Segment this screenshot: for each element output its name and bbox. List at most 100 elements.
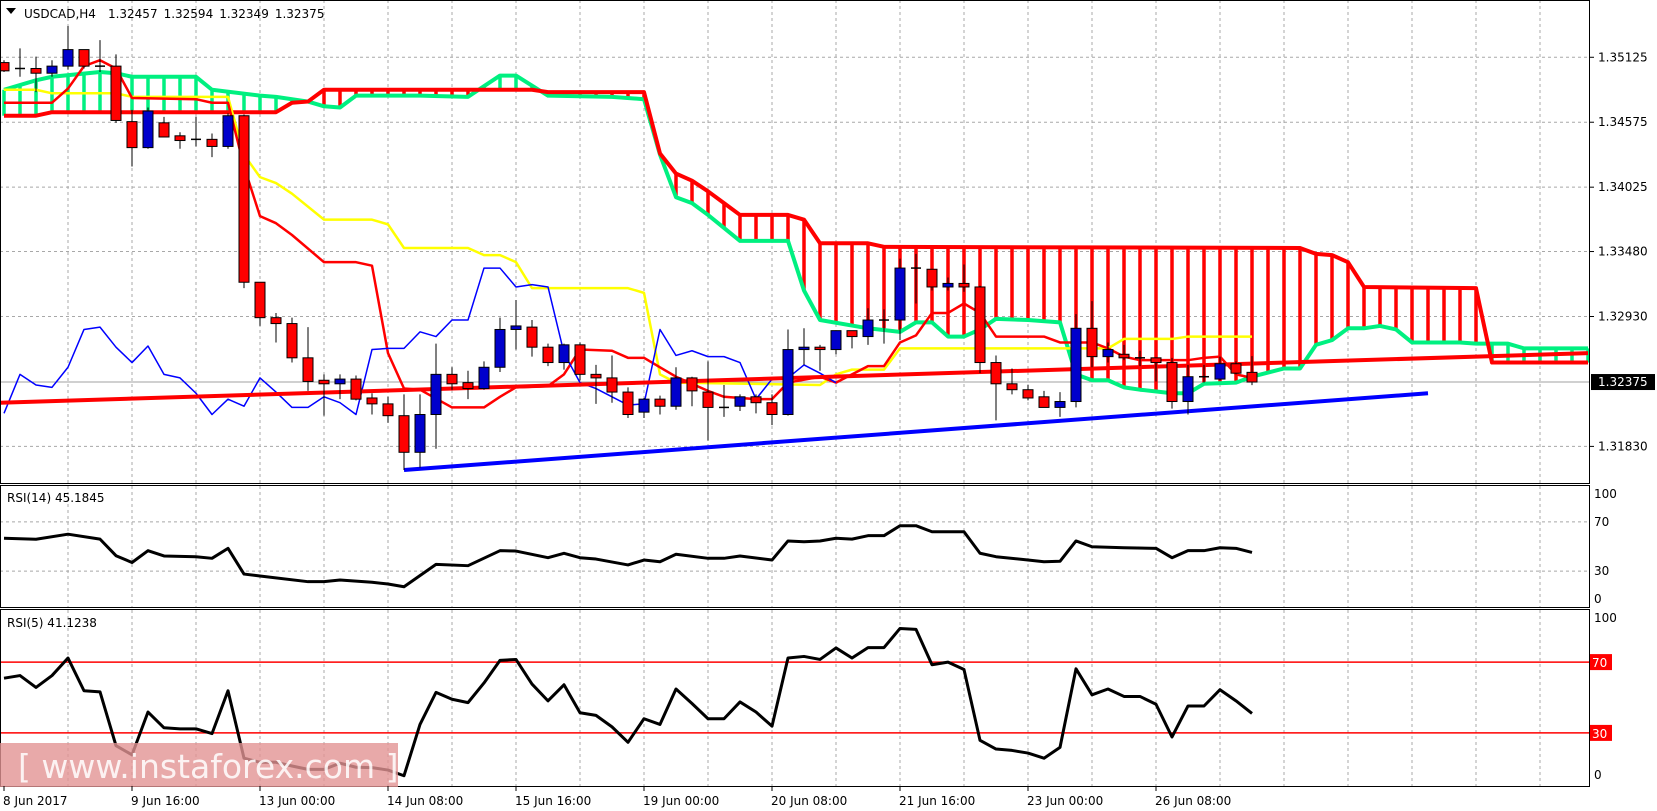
- candle-body[interactable]: [990, 362, 1002, 385]
- candle-body[interactable]: [1054, 401, 1066, 408]
- candle-body[interactable]: [974, 286, 986, 364]
- candle-body[interactable]: [78, 49, 90, 67]
- candle-body[interactable]: [1150, 357, 1162, 364]
- watermark-text: [ www.instaforex.com ]: [18, 747, 398, 786]
- price-label: 1.34025: [1598, 180, 1648, 194]
- candle-body[interactable]: [750, 396, 762, 404]
- candle-body[interactable]: [558, 344, 570, 364]
- time-label: 23 Jun 00:00: [1027, 794, 1103, 808]
- candle-body[interactable]: [110, 65, 122, 121]
- time-label: 21 Jun 16:00: [899, 794, 975, 808]
- candle-body[interactable]: [830, 330, 842, 351]
- candle-body[interactable]: [494, 328, 506, 368]
- candle-body[interactable]: [846, 330, 858, 338]
- candle-body[interactable]: [174, 135, 186, 142]
- candle-body[interactable]: [286, 323, 298, 359]
- candle-body[interactable]: [638, 398, 650, 413]
- candle-body[interactable]: [206, 138, 218, 147]
- triangle-down-icon[interactable]: [6, 8, 16, 14]
- candle-body[interactable]: [622, 391, 634, 416]
- close-price: 1.32375: [275, 7, 325, 21]
- candle-body[interactable]: [1102, 349, 1114, 358]
- candle-body[interactable]: [350, 378, 362, 400]
- rsi14-panel-border[interactable]: [0, 485, 1590, 608]
- candle-body[interactable]: [1118, 353, 1130, 359]
- candle-body[interactable]: [606, 377, 618, 393]
- candle-body[interactable]: [894, 267, 906, 321]
- candle-body[interactable]: [334, 378, 346, 385]
- candle-body[interactable]: [1214, 363, 1226, 380]
- main-panel-border: [0, 0, 1590, 484]
- trendline-blue[interactable]: [403, 391, 1429, 473]
- candle-body[interactable]: [158, 122, 170, 138]
- candle-body[interactable]: [30, 67, 42, 74]
- candle-body[interactable]: [46, 65, 58, 74]
- rsi5-panel-border[interactable]: [0, 609, 1590, 787]
- rsi5-label: RSI(5) 41.1238: [7, 616, 97, 630]
- candle-body[interactable]: [62, 49, 74, 67]
- price-label: 1.34575: [1598, 115, 1648, 129]
- candle-body[interactable]: [926, 268, 938, 288]
- candle-body[interactable]: [462, 382, 474, 390]
- candle-body[interactable]: [318, 379, 330, 385]
- low-price: 1.32349: [219, 7, 269, 21]
- senkou-span-b-line: [3, 70, 1588, 396]
- candle-body[interactable]: [1022, 389, 1034, 399]
- candle-body[interactable]: [542, 346, 554, 364]
- watermark-box: [0, 743, 398, 787]
- candle-body[interactable]: [1006, 383, 1018, 391]
- candle-body[interactable]: [1166, 362, 1178, 403]
- trendline-red[interactable]: [0, 351, 1589, 405]
- candle-body[interactable]: [942, 282, 954, 288]
- candle-body[interactable]: [254, 281, 266, 319]
- candle-body[interactable]: [1230, 363, 1242, 374]
- rsi14-line: [3, 524, 1253, 589]
- candle-body[interactable]: [0, 62, 10, 72]
- candle-body[interactable]: [782, 349, 794, 416]
- candle-body[interactable]: [670, 377, 682, 407]
- candlesticks[interactable]: [0, 25, 1258, 471]
- candle-body[interactable]: [414, 414, 426, 453]
- candle-body[interactable]: [1182, 376, 1194, 403]
- time-label: 19 Jun 00:00: [643, 794, 719, 808]
- candle-body[interactable]: [654, 398, 666, 407]
- candle-body[interactable]: [366, 397, 378, 405]
- candle-body[interactable]: [734, 396, 746, 407]
- candle-body[interactable]: [686, 377, 698, 392]
- candle-body[interactable]: [126, 121, 138, 149]
- candle-body[interactable]: [574, 344, 586, 375]
- senkou-span-a-line: [4, 87, 1588, 365]
- candle-body[interactable]: [958, 282, 970, 288]
- candle-body[interactable]: [1086, 327, 1098, 358]
- candle-body[interactable]: [270, 317, 282, 325]
- candle-body[interactable]: [430, 373, 442, 416]
- rsi14-axis-label: 70: [1594, 515, 1609, 529]
- candle-body[interactable]: [238, 115, 250, 283]
- candle-body[interactable]: [446, 373, 458, 385]
- candle-body[interactable]: [766, 402, 778, 416]
- candle-body[interactable]: [478, 366, 490, 390]
- ichimoku-cloud: [2, 70, 1590, 396]
- rsi5-axis-label: 30: [1592, 727, 1607, 741]
- candle-body[interactable]: [798, 346, 810, 351]
- candle-body[interactable]: [1246, 371, 1258, 383]
- candle-body[interactable]: [398, 415, 410, 453]
- candle-body[interactable]: [526, 326, 538, 348]
- rsi5-axis-label: 70: [1592, 656, 1607, 670]
- candle-body[interactable]: [302, 357, 314, 382]
- candle-body[interactable]: [222, 115, 234, 147]
- candle-body[interactable]: [862, 319, 874, 338]
- candle-body[interactable]: [1038, 396, 1050, 408]
- candle-body[interactable]: [510, 325, 522, 330]
- candle-body[interactable]: [702, 391, 714, 408]
- candle-body[interactable]: [1070, 327, 1082, 403]
- axes: 1.35125 1.34575 1.34025 1.33480 1.32930 1.318…: [3, 50, 1655, 808]
- current-price-box: [1591, 374, 1655, 391]
- candle-body[interactable]: [142, 110, 154, 149]
- candle-body[interactable]: [590, 373, 602, 379]
- chikou-span-line: [3, 267, 837, 416]
- symbol-timeframe: USDCAD,H4: [24, 7, 96, 21]
- candle-body[interactable]: [814, 346, 826, 351]
- candle-body[interactable]: [382, 403, 394, 417]
